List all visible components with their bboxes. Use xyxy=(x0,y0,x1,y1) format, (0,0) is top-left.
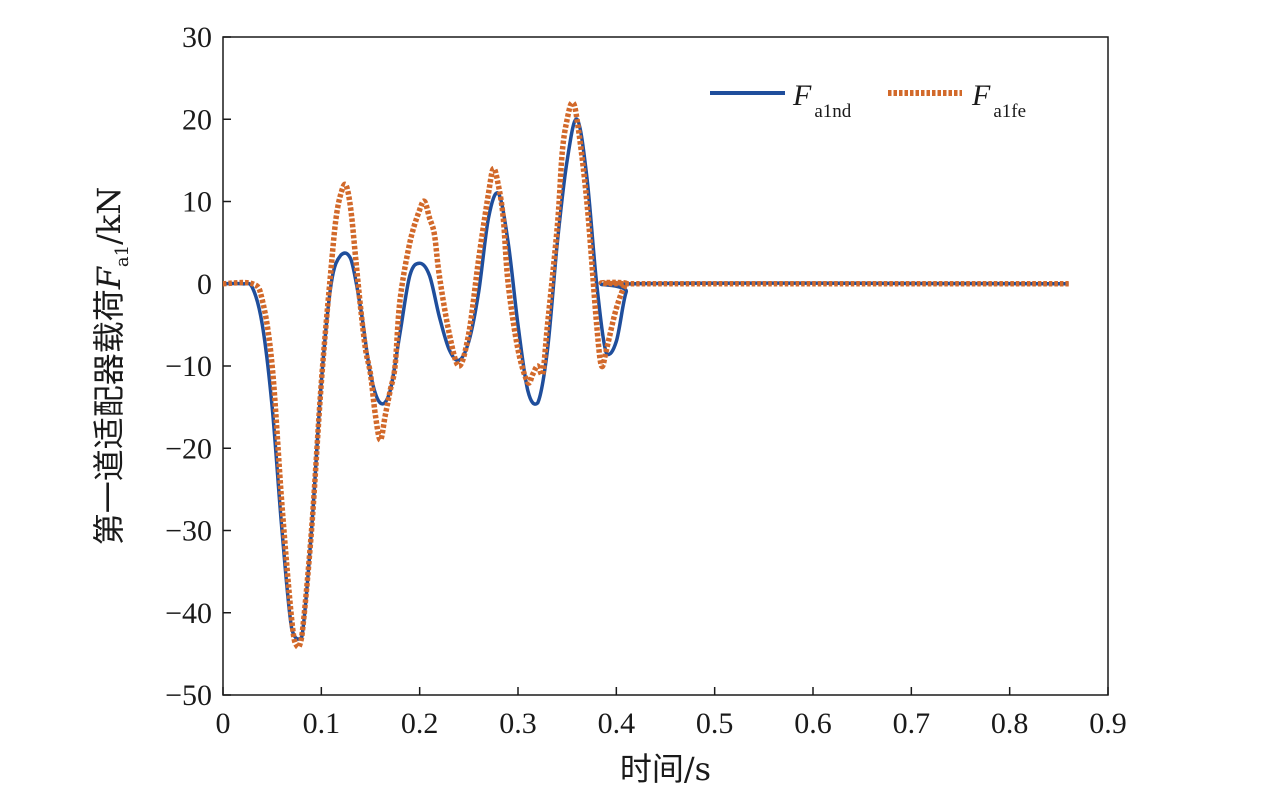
x-tick-label: 0.6 xyxy=(794,707,832,740)
x-tick-label: 0.1 xyxy=(303,707,341,740)
x-tick-label: 0.8 xyxy=(991,707,1029,740)
y-tick-label: −20 xyxy=(165,432,212,465)
plot-area-frame xyxy=(222,36,1109,696)
x-tick-label: 0 xyxy=(216,707,231,740)
legend-label-a1fe-sub: a1fe xyxy=(993,101,1026,122)
series-line-a1nd xyxy=(222,117,1069,641)
y-axis-ticks: 30 20 10 0 −10 −20 −30 −40 −50 xyxy=(165,21,231,712)
x-axis-title: 时间/s xyxy=(620,750,711,788)
y-tick-label: 30 xyxy=(182,21,212,54)
y-axis-title-suffix: /kN xyxy=(90,187,128,245)
series-line-a1fe xyxy=(222,100,1069,650)
y-tick-label: 0 xyxy=(197,268,212,301)
series-layer xyxy=(222,100,1069,650)
x-tick-label: 0.9 xyxy=(1089,707,1127,740)
y-tick-label: −30 xyxy=(165,515,212,548)
svg-text:第一道适配器载荷Fa1/kN: 第一道适配器载荷Fa1/kN xyxy=(90,187,133,546)
y-axis-title-prefix: 第一道适配器载荷 xyxy=(90,289,128,545)
x-axis-ticks: 0 0.1 0.2 0.3 0.4 0.5 0.6 0.7 0.8 0.9 xyxy=(216,687,1127,740)
x-tick-label: 0.5 xyxy=(696,707,734,740)
x-tick-label: 0.2 xyxy=(401,707,439,740)
x-tick-label: 0.3 xyxy=(499,707,537,740)
y-tick-label: −40 xyxy=(165,597,212,630)
y-tick-label: −10 xyxy=(165,350,212,383)
x-tick-label: 0.7 xyxy=(893,707,931,740)
y-tick-label: 20 xyxy=(182,103,212,136)
x-tick-label: 0.4 xyxy=(598,707,636,740)
y-axis-title-subscript: a1 xyxy=(112,245,133,267)
legend-label-a1nd-sub: a1nd xyxy=(814,101,851,122)
legend-label-a1fe-main: F xyxy=(971,79,991,112)
y-tick-label: −50 xyxy=(165,679,212,712)
y-axis-title-symbol: F xyxy=(90,265,128,290)
y-tick-label: 10 xyxy=(182,186,212,219)
y-axis-title: 第一道适配器载荷Fa1/kN xyxy=(90,187,133,546)
legend-label-a1nd-main: F xyxy=(792,79,812,112)
